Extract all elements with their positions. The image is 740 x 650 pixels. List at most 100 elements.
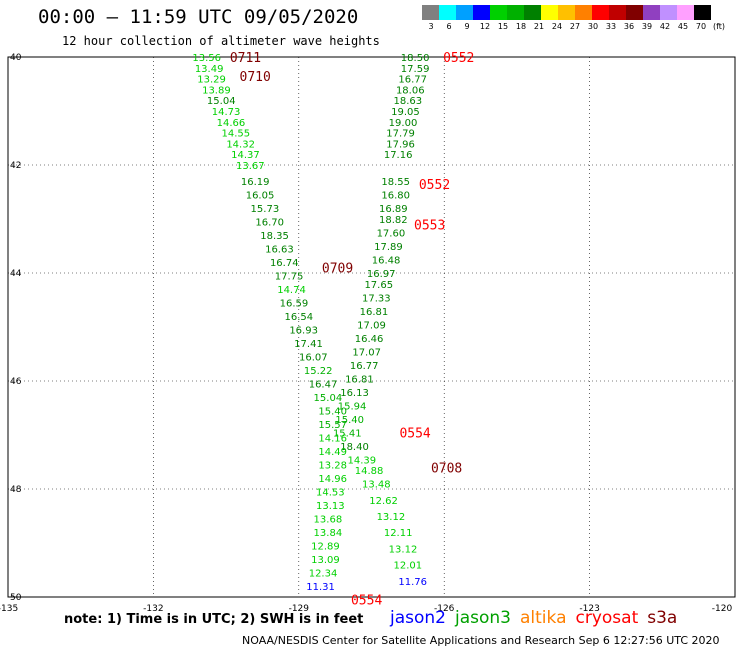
wave-height-value: 16.13 [340, 388, 369, 399]
satellite-name: altika [520, 608, 567, 628]
wave-height-value: 14.55 [221, 129, 250, 140]
x-tick-label: -129 [289, 604, 310, 614]
legend-label: (ft) [712, 22, 726, 31]
legend-swatch [592, 5, 609, 20]
wave-height-value: 13.09 [311, 555, 340, 566]
wave-height-value: 14.16 [318, 434, 347, 445]
legend-label: 18 [515, 22, 527, 31]
wave-height-value: 16.77 [350, 361, 379, 372]
legend-label: 21 [533, 22, 545, 31]
wave-height-value: 15.73 [251, 204, 280, 215]
wave-height-value: 14.53 [316, 488, 345, 499]
wave-height-value: 18.06 [396, 85, 425, 96]
wave-height-value: 12.89 [311, 542, 340, 553]
credit-line: NOAA/NESDIS Center for Satellite Applica… [242, 634, 720, 647]
satellite-name: jason2 [390, 608, 446, 628]
legend-label: 70 [695, 22, 707, 31]
wave-height-value: 18.50 [401, 53, 430, 64]
wave-height-value: 17.07 [352, 347, 381, 358]
wave-height-value: 13.12 [389, 544, 418, 555]
wave-height-value: 17.41 [294, 339, 323, 350]
legend-swatch [694, 5, 711, 20]
y-tick-label: 48 [10, 485, 22, 495]
wave-height-value: 16.19 [241, 177, 270, 188]
legend-label: 30 [587, 22, 599, 31]
wave-height-value: 13.12 [377, 512, 406, 523]
legend-swatch [507, 5, 524, 20]
legend-label: 9 [464, 22, 470, 31]
color-legend [422, 5, 728, 20]
wave-height-value: 17.09 [357, 320, 386, 331]
pass-time-label: 0711 [230, 51, 261, 66]
wave-height-value: 14.37 [231, 150, 260, 161]
x-tick-label: -135 [0, 604, 18, 614]
wave-height-value: 16.80 [381, 191, 410, 202]
wave-height-value: 14.96 [318, 474, 347, 485]
legend-swatch [609, 5, 626, 20]
wave-height-value: 17.96 [386, 139, 415, 150]
pass-time-label: 0552 [443, 51, 474, 66]
pass-time-label: 0709 [322, 262, 353, 277]
wave-height-value: 14.32 [226, 139, 255, 150]
x-tick-label: -120 [712, 604, 733, 614]
page-subtitle: 12 hour collection of altimeter wave hei… [62, 34, 380, 48]
pass-time-label: 0554 [351, 594, 382, 609]
wave-height-value: 19.05 [391, 107, 420, 118]
legend-label: 36 [623, 22, 635, 31]
legend-label: 45 [677, 22, 689, 31]
y-tick-label: 50 [10, 593, 22, 603]
wave-height-value: 14.49 [318, 447, 347, 458]
color-legend-labels: 3 6 9 12 15 18 21 24 27 30 33 36 39 42 45 70 (ft) [422, 22, 740, 34]
wave-height-value: 17.65 [364, 280, 393, 291]
wave-height-value: 16.46 [355, 334, 384, 345]
wave-height-value: 18.82 [379, 215, 408, 226]
wave-height-value: 17.60 [377, 229, 406, 240]
wave-height-value: 12.62 [369, 496, 398, 507]
wave-height-value: 16.89 [379, 204, 408, 215]
wave-height-value: 11.76 [398, 577, 427, 588]
map-frame [7, 56, 736, 598]
wave-height-value: 16.77 [398, 75, 427, 86]
wave-height-value: 13.56 [192, 53, 221, 64]
wave-height-value: 13.29 [197, 75, 226, 86]
y-tick-label: 40 [10, 53, 22, 63]
y-tick-label: 42 [10, 161, 21, 171]
wave-height-value: 15.40 [318, 407, 347, 418]
wave-height-value: 18.40 [340, 442, 369, 453]
wave-height-value: 12.11 [384, 528, 413, 539]
wave-height-value: 14.39 [347, 455, 376, 466]
wave-height-value: 18.63 [394, 96, 423, 107]
wave-height-value: 17.16 [384, 150, 413, 161]
pass-time-label: 0708 [431, 461, 462, 476]
satellite-legend: jason2 jason3 altika cryosat s3a [390, 608, 686, 628]
footnote: note: 1) Time is in UTC; 2) SWH is in fe… [64, 612, 364, 627]
pass-time-label: 0552 [419, 178, 450, 193]
wave-height-value: 15.41 [333, 428, 362, 439]
wave-height-value: 17.59 [401, 64, 430, 75]
legend-swatch [660, 5, 677, 20]
legend-label: 6 [446, 22, 452, 31]
legend-swatch [473, 5, 490, 20]
wave-height-value: 11.31 [306, 582, 335, 593]
wave-height-value: 15.04 [207, 96, 236, 107]
x-tick-label: -123 [579, 604, 599, 614]
x-tick-label: -132 [143, 604, 163, 614]
wave-height-value: 13.68 [314, 515, 343, 526]
legend-label: 15 [497, 22, 509, 31]
pass-time-label: 0553 [414, 218, 445, 233]
legend-swatch [558, 5, 575, 20]
wave-height-value: 13.89 [202, 85, 231, 96]
wave-height-value: 14.88 [355, 466, 384, 477]
legend-swatch [422, 5, 439, 20]
wave-height-value: 19.00 [389, 118, 418, 129]
wave-height-value: 14.74 [277, 285, 306, 296]
wave-height-value: 15.22 [304, 366, 333, 377]
wave-height-value: 16.47 [309, 380, 338, 391]
wave-height-value: 13.13 [316, 501, 345, 512]
legend-swatch [524, 5, 541, 20]
wave-height-value: 17.79 [386, 129, 415, 140]
satellite-name: s3a [647, 608, 678, 628]
satellite-name: jason3 [455, 608, 511, 628]
satellite-name: cryosat [575, 608, 639, 628]
